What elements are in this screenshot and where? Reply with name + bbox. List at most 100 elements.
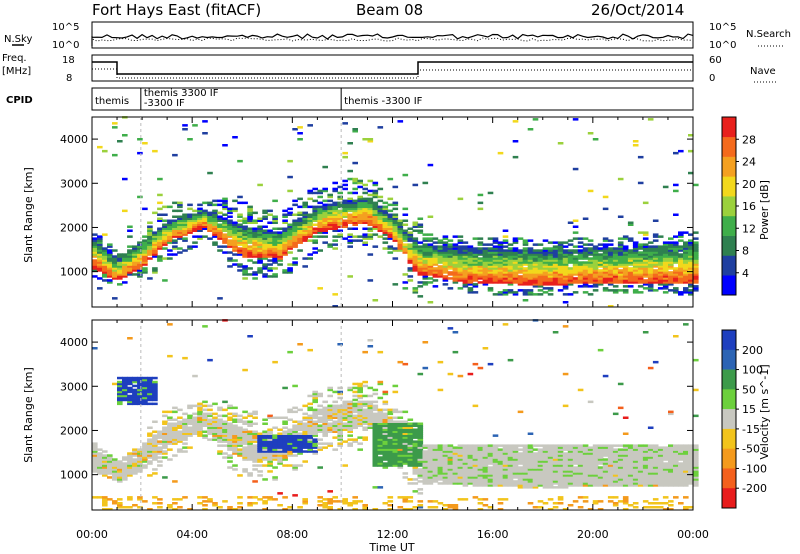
power-cell (517, 255, 524, 258)
power-cell (142, 259, 148, 262)
power-cell (652, 255, 659, 258)
velocity-cell (352, 394, 358, 398)
power-cell (592, 245, 599, 248)
velocity-cell (382, 390, 389, 394)
velocity-cell (537, 466, 544, 469)
power-cell (642, 257, 649, 260)
velocity-cell (477, 484, 484, 487)
velocity-cell (372, 430, 379, 433)
power-cell (197, 209, 203, 213)
power-cell (562, 245, 569, 248)
power-cell (657, 275, 664, 278)
velocity-cell (232, 418, 238, 421)
power-cell (592, 259, 599, 262)
velocity-cell (317, 404, 323, 408)
power-cell (457, 197, 464, 201)
velocity-cell (297, 442, 303, 445)
power-cell (162, 247, 168, 250)
velocity-cell (562, 474, 569, 477)
velocity-cell (257, 470, 263, 473)
velocity-cell (492, 464, 499, 467)
velocity-cell (462, 460, 469, 463)
velocity-cell (217, 440, 223, 443)
power-cell (262, 249, 268, 252)
velocity-cell (537, 462, 544, 465)
velocity-cell (387, 508, 394, 511)
velocity-cell (277, 446, 283, 449)
velocity-cell (412, 478, 419, 481)
power-cell (422, 263, 429, 266)
velocity-cell (122, 380, 128, 384)
velocity-cell (177, 426, 183, 429)
velocity-cell (332, 414, 338, 418)
velocity-cell (547, 464, 554, 467)
velocity-cell (492, 452, 499, 455)
power-cell (417, 281, 424, 284)
velocity-cell (142, 400, 148, 404)
power-cell (142, 247, 148, 250)
power-cell (172, 245, 178, 248)
velocity-cell (537, 452, 544, 455)
velocity-cell (122, 390, 128, 394)
power-cell (317, 227, 323, 230)
velocity-cell (362, 428, 368, 431)
velocity-cell (92, 442, 98, 445)
power-cell (522, 273, 529, 276)
power-cell (582, 253, 589, 256)
velocity-cell (152, 388, 158, 392)
velocity-cell (547, 474, 554, 477)
velocity-cell (137, 470, 143, 473)
velocity-cell (237, 442, 243, 445)
velocity-cell (347, 404, 353, 408)
power-cell (512, 269, 519, 272)
velocity-cell (267, 440, 273, 443)
velocity-cell (467, 456, 474, 459)
power-cell (497, 249, 504, 252)
velocity-cell (452, 476, 459, 479)
power-cell (507, 267, 514, 270)
power-cell (527, 251, 534, 254)
velocity-cell (302, 428, 308, 431)
power-cell (347, 201, 353, 205)
power-cell (602, 245, 609, 248)
power-cell (477, 271, 484, 274)
power-cell (693, 287, 699, 290)
velocity-cell (272, 452, 278, 455)
velocity-cell (467, 480, 474, 483)
power-cell (312, 229, 318, 232)
velocity-cell (197, 428, 203, 431)
power-cell (362, 215, 368, 218)
velocity-cell (387, 454, 394, 457)
velocity-cell (522, 470, 529, 473)
power-cell (367, 189, 374, 193)
velocity-cell (142, 466, 148, 469)
power-cell (487, 263, 494, 266)
velocity-cell (457, 468, 464, 471)
power-cell (552, 277, 559, 280)
velocity-cell (237, 426, 243, 429)
velocity-cell (242, 456, 248, 459)
power-cell (688, 253, 694, 256)
power-cell (417, 247, 424, 250)
power-cell (137, 275, 143, 278)
velocity-cell (432, 500, 439, 503)
velocity-cell (207, 420, 213, 423)
velocity-cell (387, 408, 394, 412)
velocity-cell (142, 378, 148, 382)
velocity-cell (532, 478, 539, 481)
power-cell (427, 245, 434, 248)
power-cell (507, 275, 514, 278)
velocity-cell (302, 430, 308, 433)
power-cell (292, 219, 298, 222)
power-cell (567, 279, 574, 282)
velocity-cell (597, 468, 604, 471)
power-cell (507, 263, 514, 266)
velocity-cell (272, 446, 278, 449)
power-cell (577, 255, 584, 258)
velocity-cell (492, 434, 499, 437)
velocity-cell (522, 486, 529, 489)
power-cell (622, 257, 629, 260)
power-cell (312, 251, 318, 254)
velocity-cell (127, 464, 133, 467)
power-cell (297, 138, 303, 141)
